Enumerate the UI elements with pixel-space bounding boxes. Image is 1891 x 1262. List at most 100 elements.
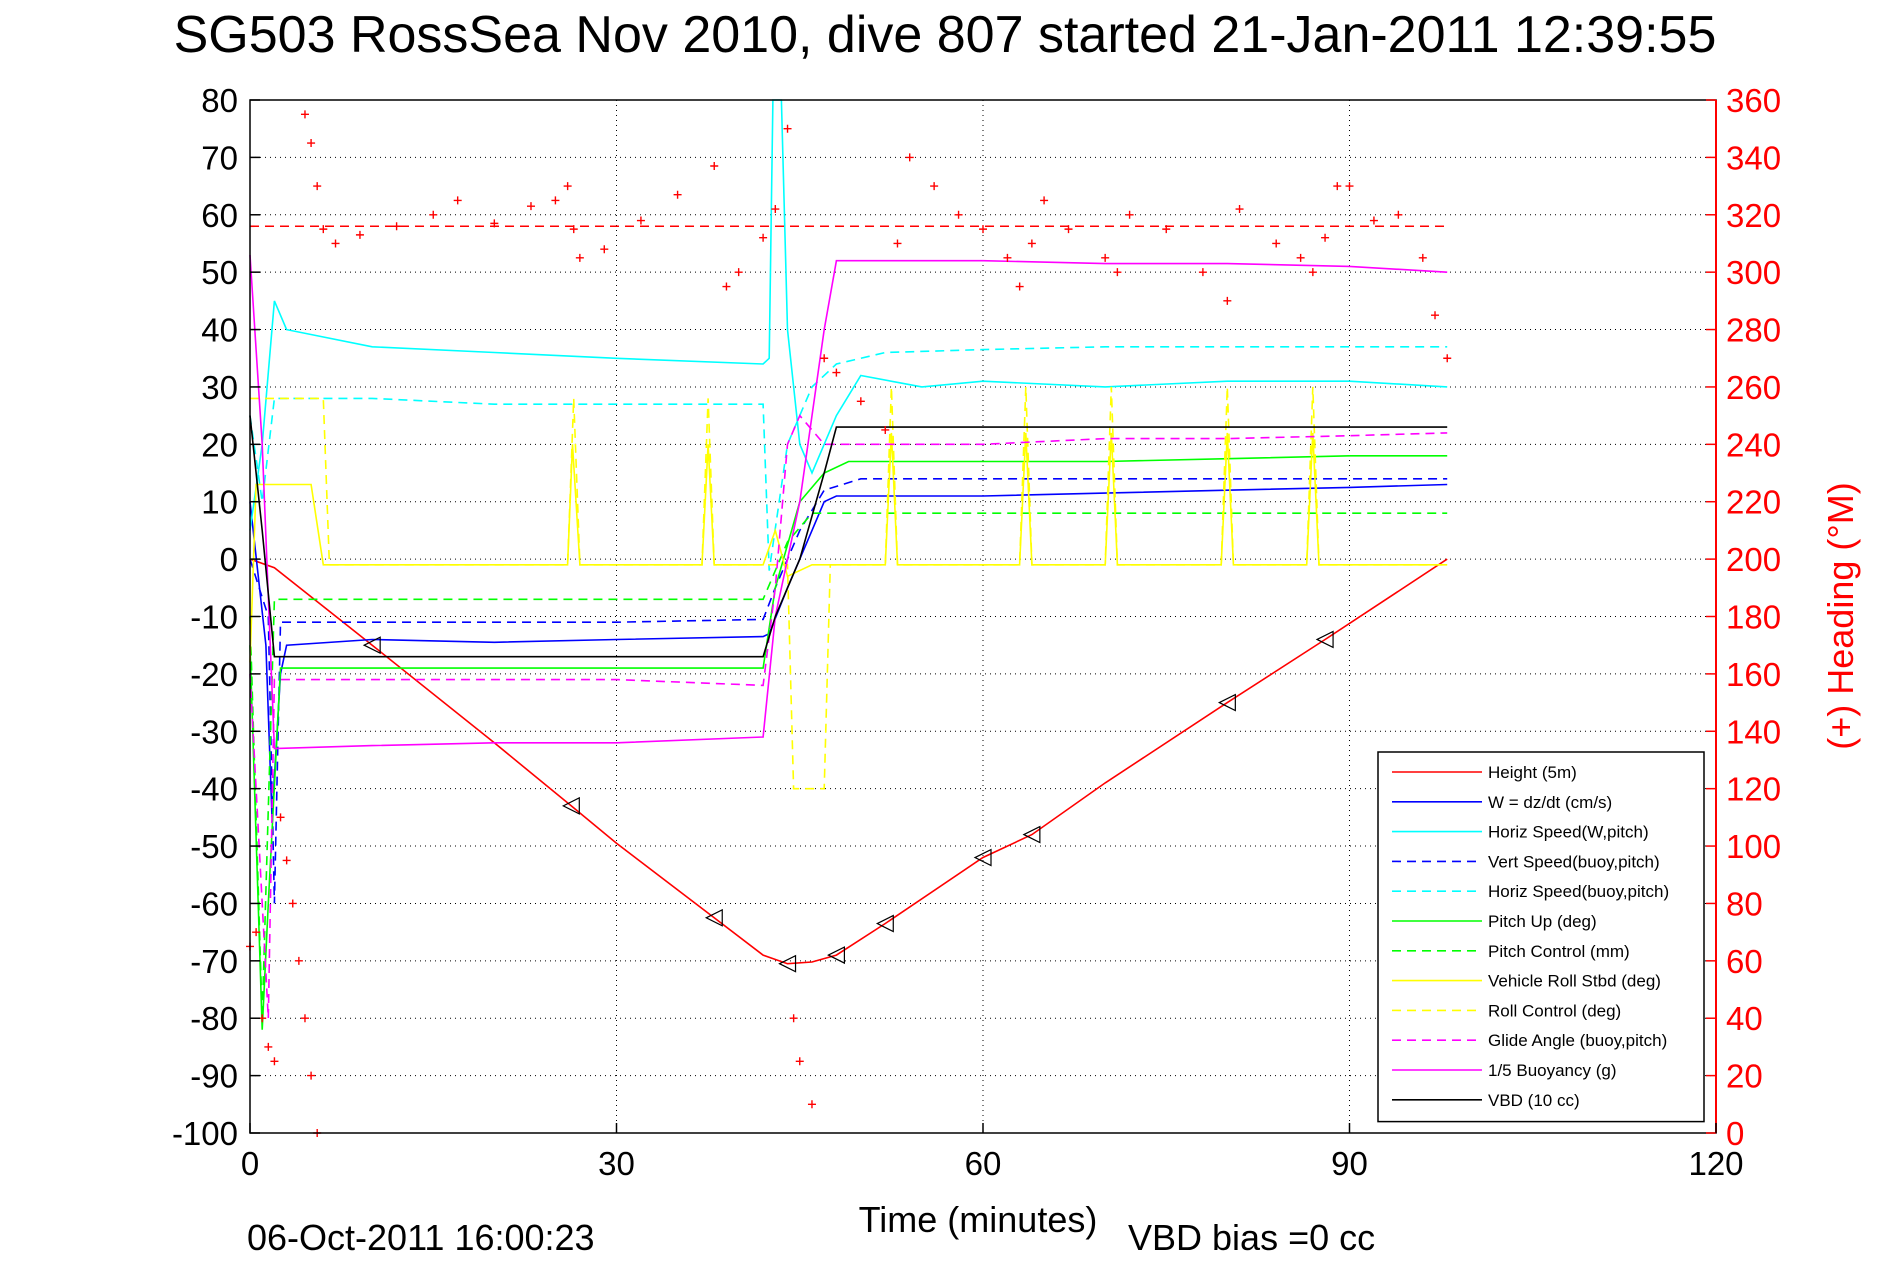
heading-point	[1125, 210, 1134, 219]
axis-ticks: 80706050403020100-10-20-30-40-50-60-70-8…	[172, 82, 1781, 1182]
height-marker	[875, 914, 894, 933]
right-y-tick-label: 200	[1726, 541, 1781, 578]
legend-label-6: Pitch Control (mm)	[1488, 942, 1630, 961]
y-tick-label: -20	[190, 656, 238, 693]
heading-point	[1040, 196, 1049, 205]
heading-point	[331, 239, 340, 248]
y-tick-label: 60	[201, 197, 238, 234]
right-y-tick-label: 340	[1726, 139, 1781, 176]
right-y-tick-label: 120	[1726, 771, 1781, 808]
y-tick-label: 0	[220, 541, 238, 578]
legend-label-10: 1/5 Buoyancy (g)	[1488, 1061, 1617, 1080]
right-y-tick-label: 220	[1726, 484, 1781, 521]
heading-point	[282, 856, 291, 865]
heading-point	[930, 182, 939, 191]
heading-point	[355, 230, 364, 239]
y-tick-label: 40	[201, 312, 238, 349]
heading-point	[270, 1057, 279, 1066]
heading-point	[1431, 311, 1440, 320]
height-marker	[704, 908, 723, 927]
right-y-tick-label: 0	[1726, 1115, 1744, 1152]
x-tick-label: 120	[1688, 1145, 1743, 1182]
height-marker	[1217, 693, 1236, 712]
y-tick-label: 30	[201, 369, 238, 406]
right-y-tick-label: 160	[1726, 656, 1781, 693]
footer-vbd-bias: VBD bias =0 cc	[1128, 1217, 1375, 1258]
heading-point	[313, 182, 322, 191]
heading-point	[1101, 253, 1110, 262]
right-y-tick-label: 80	[1726, 885, 1763, 922]
legend-label-4: Horiz Speed(buoy,pitch)	[1488, 882, 1669, 901]
heading-point	[551, 196, 560, 205]
right-y-tick-label: 260	[1726, 369, 1781, 406]
y-tick-label: 70	[201, 139, 238, 176]
series-line-0	[249, 558, 1448, 965]
legend-label-3: Vert Speed(buoy,pitch)	[1488, 852, 1660, 871]
heading-point	[252, 928, 261, 937]
heading-point	[1015, 282, 1024, 291]
heading-point	[1064, 225, 1073, 234]
heading-point	[722, 282, 731, 291]
heading-point	[881, 425, 890, 434]
legend: Height (5m) W = dz/dt (cm/s) Horiz Speed(W…	[1377, 751, 1705, 1123]
heading-point	[307, 139, 316, 148]
chart-title: SG503 RossSea Nov 2010, dive 807 started…	[174, 6, 1717, 64]
heading-point	[429, 210, 438, 219]
height-marker	[827, 946, 845, 965]
heading-point	[954, 210, 963, 219]
height-marker	[778, 954, 797, 973]
heading-point	[1198, 268, 1207, 277]
heading-point	[1272, 239, 1281, 248]
right-y-tick-label: 280	[1726, 312, 1781, 349]
heading-point	[1418, 253, 1427, 262]
height-marker	[561, 796, 580, 815]
heading-point	[1345, 182, 1354, 191]
right-y-tick-label: 360	[1726, 82, 1781, 119]
heading-point	[1308, 268, 1317, 277]
series-layer	[246, 99, 1452, 1137]
heading-point	[1321, 233, 1330, 242]
right-y-tick-label: 140	[1726, 713, 1781, 750]
series-line-9	[249, 414, 1448, 1019]
right-y-axis-label: (+) Heading (°M)	[1820, 482, 1861, 749]
heading-point	[1394, 210, 1403, 219]
heading-point	[734, 268, 743, 277]
heading-point	[979, 225, 987, 234]
legend-label-1: W = dz/dt (cm/s)	[1488, 793, 1612, 812]
legend-label-7: Vehicle Roll Stbd (deg)	[1488, 972, 1661, 991]
y-tick-label: 20	[201, 426, 238, 463]
heading-point	[392, 222, 401, 231]
y-tick-label: -90	[190, 1058, 238, 1095]
height-marker	[1022, 825, 1041, 844]
right-y-tick-label: 320	[1726, 197, 1781, 234]
heading-point	[1113, 268, 1122, 277]
legend-label-2: Horiz Speed(W,pitch)	[1488, 823, 1649, 842]
x-tick-label: 0	[241, 1145, 259, 1182]
heading-point	[1333, 182, 1342, 191]
series-line-11	[249, 415, 1448, 658]
heading-point	[1235, 205, 1244, 214]
heading-point	[795, 1057, 804, 1066]
right-y-tick-label: 40	[1726, 1000, 1763, 1037]
series-line-10	[249, 254, 1448, 750]
heading-point	[319, 225, 328, 234]
heading-point	[300, 1014, 309, 1023]
right-y-tick-label: 180	[1726, 599, 1781, 636]
y-tick-label: -10	[190, 599, 238, 636]
y-tick-label: -40	[190, 771, 238, 808]
heading-point	[1003, 253, 1012, 262]
y-tick-label: -60	[190, 885, 238, 922]
heading-point	[1296, 253, 1305, 262]
series-line-4	[249, 346, 1448, 571]
heading-point	[636, 216, 645, 225]
series-line-2	[249, 99, 1448, 531]
heading-point	[807, 1100, 816, 1109]
heading-point	[288, 899, 297, 908]
y-tick-label: -30	[190, 713, 238, 750]
y-tick-label: 80	[201, 82, 238, 119]
y-tick-label: 50	[201, 254, 238, 291]
heading-point	[771, 205, 780, 214]
heading-point	[526, 202, 535, 211]
heading-point	[1223, 296, 1232, 305]
height-marker	[1315, 630, 1334, 649]
